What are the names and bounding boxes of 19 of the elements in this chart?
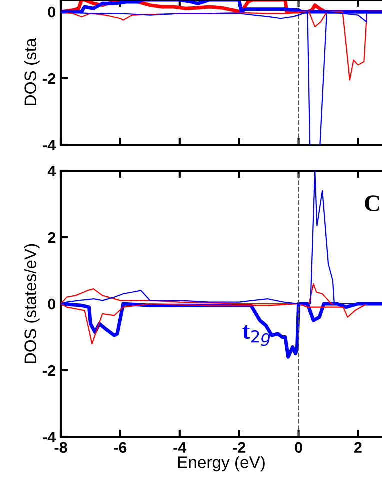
y-tick-label: -2 (43, 73, 56, 84)
x-tick-label: -4 (174, 442, 187, 453)
x-tick-label: 2 (354, 442, 362, 453)
y-tick-label: -2 (43, 365, 56, 376)
y-axis-title: DOS (sta (24, 38, 40, 106)
y-tick-label: -4 (43, 140, 56, 151)
x-tick-label: 0 (295, 442, 302, 454)
x-tick-label: -6 (114, 442, 127, 454)
annotation: C (365, 196, 380, 212)
y-axis-title: DOS (states/eV) (24, 244, 40, 364)
y-tick-label: 2 (48, 232, 56, 244)
y-tick-label: 0 (48, 6, 56, 18)
y-tick-label: 0 (48, 298, 56, 310)
annotation: t$_{2g}$ (242, 326, 271, 346)
y-tick-label: -4 (43, 432, 56, 443)
x-tick-label: -8 (54, 442, 68, 454)
y-tick-label: 4 (48, 166, 56, 177)
x-axis-title: Energy (eV) (178, 456, 265, 472)
x-tick-label: -2 (233, 442, 246, 453)
